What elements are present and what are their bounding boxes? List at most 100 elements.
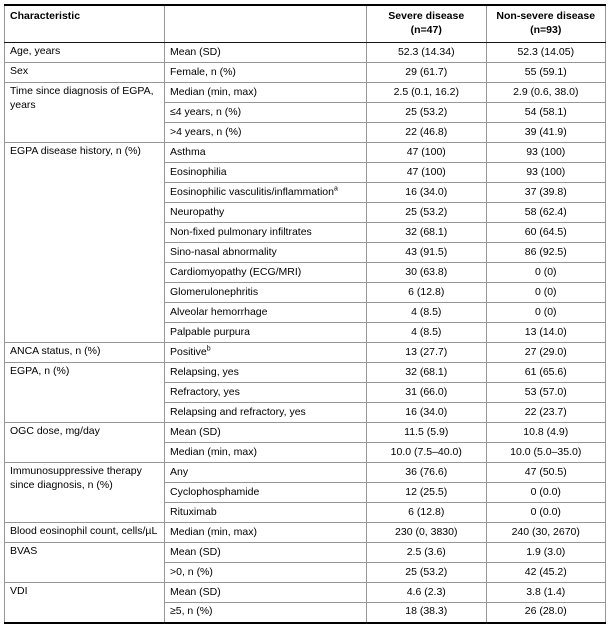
- characteristic-group-label: Blood eosinophil count, cells/µL: [4, 522, 165, 543]
- table-row: Cyclophosphamide 12 (25.5) 0 (0.0): [5, 482, 606, 503]
- table-row: Alveolar hemorrhage 4 (8.5) 0 (0): [5, 302, 606, 323]
- severe-disease-value: 4 (8.5): [366, 302, 487, 323]
- severe-disease-value: 230 (0, 3830): [366, 522, 487, 543]
- characteristic-item-label: Relapsing, yes: [164, 362, 367, 383]
- characteristic-group-label: Time since diagnosis of EGPA, years: [4, 82, 165, 143]
- table-row: >4 years, n (%) 22 (46.8) 39 (41.9): [5, 122, 606, 143]
- non-severe-disease-value: 52.3 (14.05): [485, 42, 606, 63]
- table-row: Palpable purpura 4 (8.5) 13 (14.0): [5, 322, 606, 343]
- table-row: Non-fixed pulmonary infiltrates 32 (68.1)…: [5, 222, 606, 243]
- table-header-row: Characteristic Severe disease (n=47) Non…: [4, 4, 606, 43]
- severe-disease-value: 32 (68.1): [366, 222, 487, 243]
- non-severe-disease-value: 93 (100): [485, 162, 606, 183]
- characteristic-item-label: Positiveb: [164, 342, 367, 363]
- severe-disease-value: 10.0 (7.5–40.0): [366, 442, 487, 463]
- header-spacer: [164, 4, 367, 43]
- severe-disease-value: 22 (46.8): [366, 122, 487, 143]
- severe-disease-value: 6 (12.8): [366, 282, 487, 303]
- characteristic-item-label: Relapsing and refractory, yes: [164, 402, 367, 423]
- characteristic-item-label: Eosinophilic vasculitis/inflammationa: [164, 182, 367, 203]
- non-severe-disease-value: 86 (92.5): [485, 242, 606, 263]
- non-severe-disease-value: 39 (41.9): [485, 122, 606, 143]
- characteristic-item-label: Sino-nasal abnormality: [164, 242, 367, 263]
- non-severe-disease-value: 22 (23.7): [485, 402, 606, 423]
- table-row: EGPA, n (%) Relapsing, yes 32 (68.1) 61 (65…: [4, 362, 606, 423]
- severe-disease-value: 25 (53.2): [366, 202, 487, 223]
- severe-disease-value: 4 (8.5): [366, 322, 487, 343]
- characteristic-item-label: Neuropathy: [164, 202, 367, 223]
- severe-disease-value: 18 (38.3): [366, 602, 487, 623]
- table-row: Refractory, yes 31 (66.0) 53 (57.0): [5, 382, 606, 403]
- non-severe-disease-value: 13 (14.0): [485, 322, 606, 343]
- non-severe-disease-value: 53 (57.0): [485, 382, 606, 403]
- non-severe-disease-value: 54 (58.1): [485, 102, 606, 123]
- table-row: BVAS Mean (SD) 2.5 (3.6) 1.9 (3.0): [4, 542, 606, 583]
- characteristic-item-label: ≥5, n (%): [164, 602, 367, 623]
- severe-disease-value: 2.5 (0.1, 16.2): [366, 82, 487, 103]
- table-row: OGC dose, mg/day Mean (SD) 11.5 (5.9) 10.8 …: [4, 422, 606, 463]
- characteristic-item-label: Mean (SD): [164, 542, 367, 563]
- characteristic-item-label: Palpable purpura: [164, 322, 367, 343]
- characteristic-item-label: ≤4 years, n (%): [164, 102, 367, 123]
- table-row: VDI Mean (SD) 4.6 (2.3) 3.8 (1.4): [4, 582, 606, 623]
- table-row: ANCA status, n (%) Positiveb 13 (27.7) 27 (…: [4, 342, 606, 363]
- characteristic-group-label: EGPA, n (%): [4, 362, 165, 423]
- characteristic-item-label: Refractory, yes: [164, 382, 367, 403]
- severe-disease-value: 43 (91.5): [366, 242, 487, 263]
- characteristic-group-label: OGC dose, mg/day: [4, 422, 165, 463]
- characteristic-item-label: Median (min, max): [164, 522, 367, 543]
- severe-disease-value: 16 (34.0): [366, 402, 487, 423]
- characteristic-group-label: EGPA disease history, n (%): [4, 142, 165, 343]
- table-row: Age, years Mean (SD) 52.3 (14.34) 52.3 (14.…: [4, 42, 606, 63]
- characteristic-item-label: Any: [164, 462, 367, 483]
- non-severe-disease-value: 0 (0.0): [485, 502, 606, 523]
- table-row: Sex Female, n (%) 29 (61.7) 55 (59.1): [4, 62, 606, 83]
- table-row: Time since diagnosis of EGPA, years Media…: [4, 82, 606, 143]
- header-severe-disease: Severe disease (n=47): [366, 4, 487, 43]
- table-row: Neuropathy 25 (53.2) 58 (62.4): [5, 202, 606, 223]
- characteristic-item-label: Median (min, max): [164, 82, 367, 103]
- characteristic-group-label: Age, years: [4, 42, 165, 63]
- severe-disease-value: 30 (63.8): [366, 262, 487, 283]
- severe-disease-value: 2.5 (3.6): [366, 542, 487, 563]
- non-severe-disease-value: 2.9 (0.6, 38.0): [485, 82, 606, 103]
- non-severe-disease-value: 37 (39.8): [485, 182, 606, 203]
- characteristic-item-label: >4 years, n (%): [164, 122, 367, 143]
- non-severe-disease-value: 0 (0): [485, 262, 606, 283]
- table-row: Sino-nasal abnormality 43 (91.5) 86 (92.5): [5, 242, 606, 263]
- non-severe-disease-value: 0 (0.0): [485, 482, 606, 503]
- characteristic-item-label: Eosinophilia: [164, 162, 367, 183]
- non-severe-disease-value: 10.8 (4.9): [485, 422, 606, 443]
- severe-disease-value: 11.5 (5.9): [366, 422, 487, 443]
- non-severe-disease-value: 10.0 (5.0–35.0): [485, 442, 606, 463]
- severe-disease-value: 25 (53.2): [366, 102, 487, 123]
- table-row: Blood eosinophil count, cells/µL Median (…: [4, 522, 606, 543]
- non-severe-disease-value: 26 (28.0): [485, 602, 606, 623]
- severe-disease-value: 31 (66.0): [366, 382, 487, 403]
- characteristic-group-label: Immunosuppressive therapy since diagnosi…: [4, 462, 165, 523]
- non-severe-disease-value: 93 (100): [485, 142, 606, 163]
- table-header: Characteristic Severe disease (n=47) Non…: [4, 4, 606, 43]
- characteristic-item-label: Mean (SD): [164, 582, 367, 603]
- characteristic-item-label: Alveolar hemorrhage: [164, 302, 367, 323]
- non-severe-disease-value: 0 (0): [485, 302, 606, 323]
- non-severe-disease-value: 58 (62.4): [485, 202, 606, 223]
- characteristic-item-label: >0, n (%): [164, 562, 367, 583]
- characteristic-item-label: Glomerulonephritis: [164, 282, 367, 303]
- severe-disease-value: 36 (76.6): [366, 462, 487, 483]
- characteristic-group-label: Sex: [4, 62, 165, 83]
- severe-disease-value: 16 (34.0): [366, 182, 487, 203]
- severe-disease-value: 52.3 (14.34): [366, 42, 487, 63]
- severe-disease-value: 25 (53.2): [366, 562, 487, 583]
- non-severe-disease-value: 0 (0): [485, 282, 606, 303]
- table-row: Immunosuppressive therapy since diagnosi…: [4, 462, 606, 523]
- characteristic-item-label: Rituximab: [164, 502, 367, 523]
- non-severe-disease-value: 47 (50.5): [485, 462, 606, 483]
- characteristic-group-label: BVAS: [4, 542, 165, 583]
- non-severe-disease-value: 3.8 (1.4): [485, 582, 606, 603]
- non-severe-disease-value: 27 (29.0): [485, 342, 606, 363]
- footnote-marker: b: [206, 345, 211, 353]
- table-row: Median (min, max) 10.0 (7.5–40.0) 10.0 (5.…: [5, 442, 606, 463]
- severe-disease-value: 6 (12.8): [366, 502, 487, 523]
